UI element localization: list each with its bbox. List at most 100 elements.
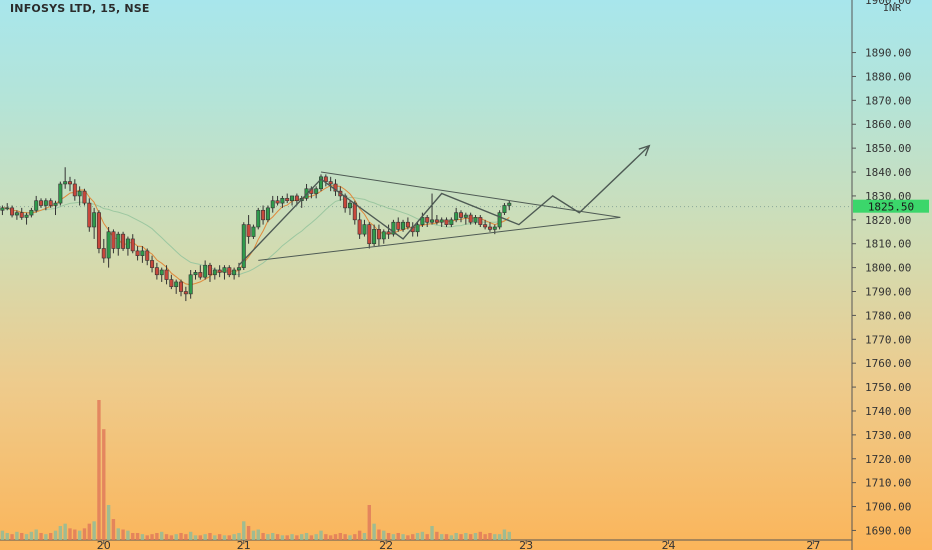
candle-body <box>314 188 319 194</box>
volume-bar <box>454 533 458 540</box>
volume-bar <box>493 534 497 540</box>
last-price-badge-bg <box>853 199 929 213</box>
candle-body <box>430 219 435 223</box>
candle <box>150 255 155 273</box>
volume-bar <box>77 530 82 540</box>
y-tick-label: 1750.00 <box>865 381 911 394</box>
candle <box>323 174 328 187</box>
volume-bar <box>24 534 29 540</box>
volume-bar <box>48 533 53 540</box>
candle <box>169 274 174 290</box>
candle-body <box>323 176 328 182</box>
candle <box>43 198 48 211</box>
candle <box>203 260 208 280</box>
candle-body <box>352 202 357 221</box>
candle-body <box>24 214 29 218</box>
volume-bar <box>468 534 473 540</box>
candle <box>198 265 203 280</box>
candle-body <box>449 219 454 225</box>
candle <box>101 238 106 263</box>
volume-bar <box>102 429 106 540</box>
candle <box>357 212 362 239</box>
candle-body <box>121 233 126 249</box>
candle-body <box>135 250 140 256</box>
volume-bar <box>343 534 347 540</box>
candle <box>77 186 82 206</box>
candle <box>87 198 92 232</box>
candle <box>434 215 439 225</box>
candle-body <box>92 212 97 228</box>
candle-body <box>212 269 217 276</box>
volume-bar <box>251 530 256 540</box>
volume-bar <box>131 533 135 540</box>
candle <box>63 167 68 189</box>
candle-body <box>386 231 391 235</box>
volume-bar <box>411 534 415 540</box>
volume-bar <box>333 534 338 540</box>
projection-arrowhead <box>638 144 651 157</box>
candle <box>478 215 483 227</box>
candle <box>92 207 97 239</box>
volume-bar <box>126 530 130 540</box>
volume-bar <box>73 529 77 540</box>
candle <box>497 210 502 230</box>
volume-bar <box>184 534 188 540</box>
y-tick-label-partial: 1900.00 <box>865 0 911 7</box>
candle <box>401 219 406 232</box>
volume-bar <box>188 531 193 540</box>
candle <box>111 229 116 254</box>
candle <box>430 193 435 225</box>
volume-bar <box>87 523 91 540</box>
volume-bar <box>145 535 149 540</box>
x-tick-label: 27 <box>806 539 820 550</box>
y-tick-label: 1690.00 <box>865 524 911 537</box>
volume-bar <box>377 529 381 540</box>
candle <box>19 207 24 220</box>
candle-body <box>58 183 63 204</box>
candle <box>140 246 145 263</box>
triangle-upper-trendline <box>320 171 621 218</box>
volume-bar <box>140 534 145 540</box>
volume-bar <box>285 535 289 540</box>
y-tick-label: 1810.00 <box>865 238 911 251</box>
candle-body <box>434 219 439 223</box>
candle <box>463 212 468 225</box>
volume-bar <box>222 535 227 540</box>
candle-body <box>188 274 193 295</box>
candle-body <box>77 190 82 197</box>
candle-body <box>106 231 111 259</box>
candle-body <box>203 264 208 278</box>
volume-bar <box>439 534 444 540</box>
candle <box>193 270 198 280</box>
candle-body <box>425 217 430 223</box>
candle <box>106 226 111 268</box>
candle <box>468 212 473 225</box>
candle-body <box>265 207 270 221</box>
last-price-badge[interactable]: 1825.50 <box>853 199 929 214</box>
volume-bar <box>420 531 425 540</box>
candle-body <box>285 198 290 202</box>
candle-body <box>487 226 492 230</box>
candle <box>381 229 386 244</box>
x-tick-label: 20 <box>97 539 111 550</box>
candle <box>212 267 217 280</box>
candle <box>347 200 352 216</box>
candle <box>246 215 251 244</box>
candle <box>29 207 34 218</box>
candle <box>396 217 401 232</box>
volume-bar <box>319 530 323 540</box>
candle-body <box>232 269 237 276</box>
candle-body <box>294 195 299 202</box>
last-price-label: 1825.50 <box>868 201 914 214</box>
candle <box>420 212 425 227</box>
volume-bar <box>121 529 125 540</box>
candle <box>227 265 232 278</box>
candle-body <box>483 224 488 228</box>
y-tick-label: 1720.00 <box>865 453 911 466</box>
candle-body <box>492 226 497 230</box>
candle-body <box>53 202 58 206</box>
volume-bar <box>382 530 386 540</box>
candle-body <box>198 272 203 278</box>
candle-body <box>145 250 150 261</box>
